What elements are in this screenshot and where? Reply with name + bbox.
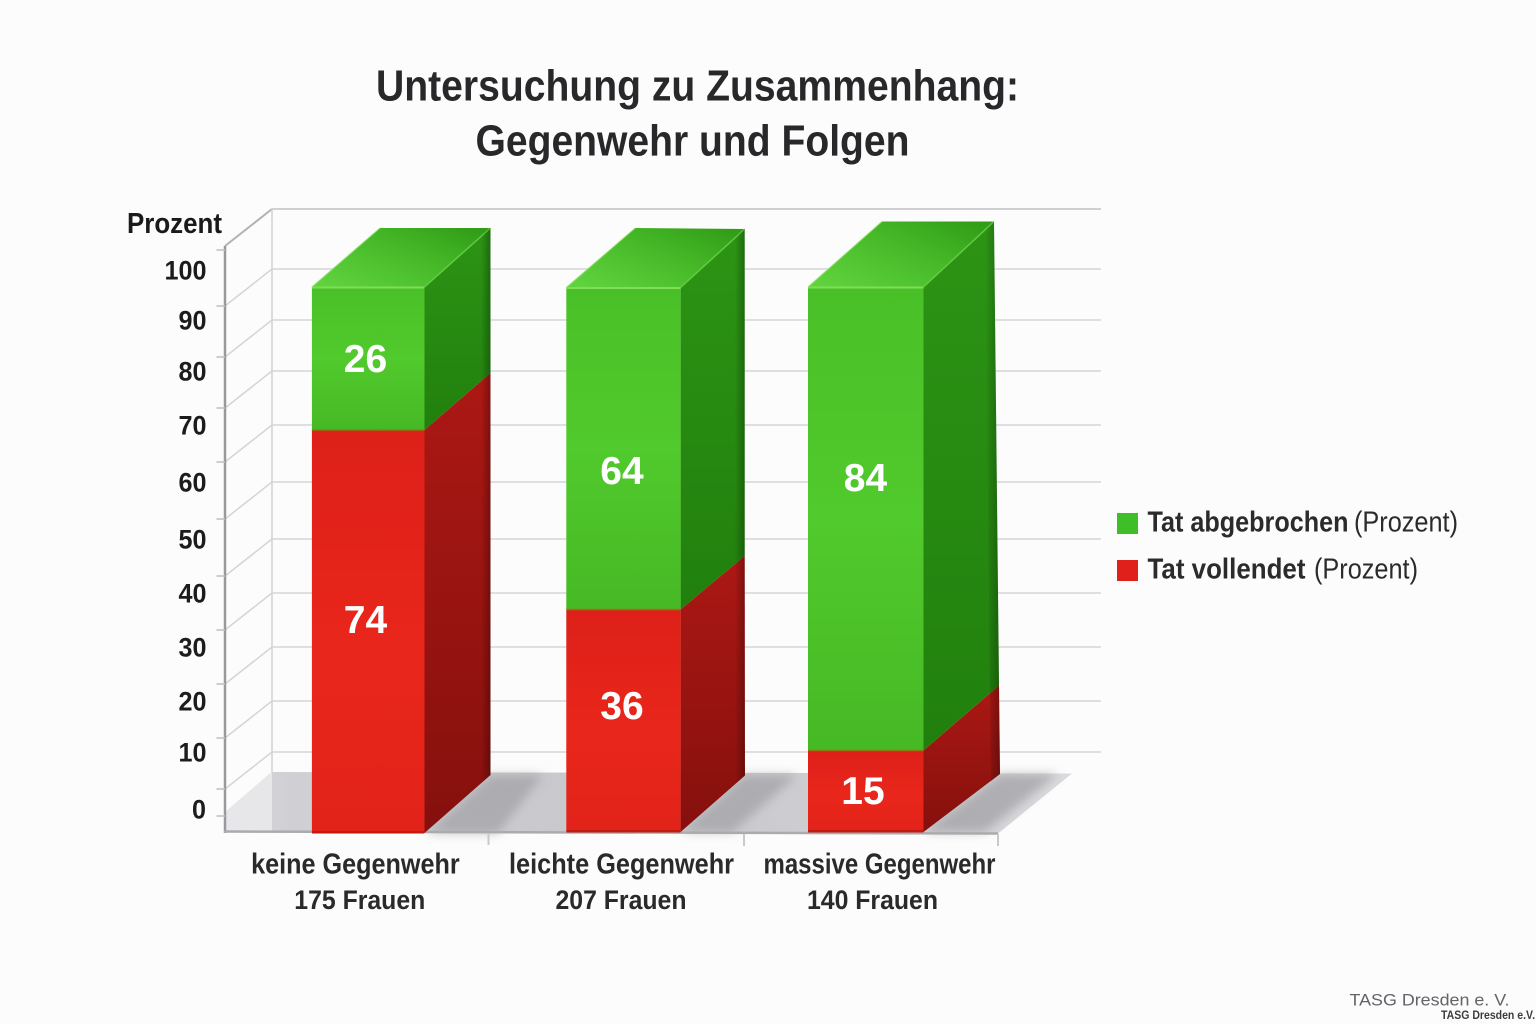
svg-text:26: 26 xyxy=(344,338,387,381)
svg-text:74: 74 xyxy=(344,599,388,642)
svg-text:100: 100 xyxy=(165,255,207,285)
svg-text:Gegenwehr und Folgen: Gegenwehr und Folgen xyxy=(476,117,910,166)
svg-text:Tat vollendet: Tat vollendet xyxy=(1148,554,1306,586)
svg-text:40: 40 xyxy=(179,579,207,609)
svg-text:70: 70 xyxy=(179,411,207,441)
svg-text:(Prozent): (Prozent) xyxy=(1354,507,1458,539)
svg-text:207 Frauen: 207 Frauen xyxy=(556,885,687,915)
svg-text:84: 84 xyxy=(844,457,888,500)
svg-text:10: 10 xyxy=(179,738,207,768)
svg-text:massive Gegenwehr: massive Gegenwehr xyxy=(764,848,996,880)
svg-text:50: 50 xyxy=(179,525,207,555)
svg-text:15: 15 xyxy=(841,770,884,813)
svg-text:Prozent: Prozent xyxy=(127,208,222,240)
svg-text:0: 0 xyxy=(192,795,206,825)
svg-text:36: 36 xyxy=(600,685,643,728)
svg-text:30: 30 xyxy=(179,633,207,663)
svg-text:64: 64 xyxy=(600,450,644,493)
svg-text:leichte Gegenwehr: leichte Gegenwehr xyxy=(509,848,734,880)
svg-text:140 Frauen: 140 Frauen xyxy=(807,885,938,915)
svg-text:TASG Dresden e. V.: TASG Dresden e. V. xyxy=(1350,992,1510,1010)
svg-text:TASG Dresden e.V.: TASG Dresden e.V. xyxy=(1441,1010,1535,1022)
svg-text:(Prozent): (Prozent) xyxy=(1314,554,1418,586)
svg-text:Untersuchung zu Zusammenhang:: Untersuchung zu Zusammenhang: xyxy=(376,62,1019,111)
svg-text:Tat abgebrochen: Tat abgebrochen xyxy=(1148,507,1349,539)
svg-text:80: 80 xyxy=(179,357,207,387)
svg-text:keine Gegenwehr: keine Gegenwehr xyxy=(251,848,460,880)
svg-text:60: 60 xyxy=(179,468,207,498)
svg-text:175 Frauen: 175 Frauen xyxy=(294,885,425,915)
svg-text:20: 20 xyxy=(179,687,207,717)
svg-text:90: 90 xyxy=(179,306,207,336)
